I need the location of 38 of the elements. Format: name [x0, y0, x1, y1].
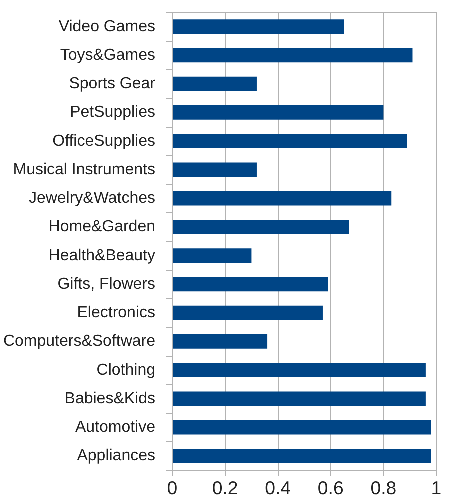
bar [172, 48, 413, 63]
y-tick-label: Health&Beauty [48, 247, 156, 264]
x-tick-label: 0.6 [318, 478, 344, 497]
bar [172, 334, 268, 349]
x-tick-label: 0 [167, 478, 178, 497]
y-tick-label: Clothing [96, 362, 156, 379]
bar [172, 392, 426, 406]
y-tick-label: Gifts, Flowers [58, 276, 156, 293]
bar [172, 449, 432, 464]
y-tick-label: Babies&Kids [64, 390, 156, 408]
x-tick-label: 0.4 [265, 478, 292, 497]
x-tick-label: 0.2 [212, 478, 238, 497]
y-tick-label: Toys&Games [60, 46, 156, 64]
bar [172, 191, 392, 206]
bar [172, 363, 426, 378]
y-tick-label: Home&Garden [48, 218, 156, 236]
bar [172, 134, 408, 148]
y-tick-label: OfficeSupplies [52, 132, 156, 150]
bar [172, 162, 257, 178]
x-tick-label: 1 [431, 478, 442, 497]
bar [172, 420, 432, 435]
bar [172, 248, 252, 263]
bar [172, 20, 344, 34]
y-tick-label: Electronics [77, 304, 156, 322]
bar [172, 76, 257, 92]
y-tick-label: Automotive [75, 419, 156, 436]
y-tick-label: Sports Gear [69, 76, 156, 93]
y-tick-label: PetSupplies [70, 104, 156, 122]
y-tick-label: Musical Instruments [13, 161, 156, 178]
y-tick-label: Computers&Software [3, 333, 156, 350]
x-tick-label: 0.8 [370, 478, 397, 497]
y-tick-label: Jewelry&Watches [28, 190, 156, 208]
y-tick-label: Appliances [77, 448, 156, 465]
bar [172, 106, 384, 120]
bar [172, 277, 328, 292]
bar [172, 220, 350, 234]
y-tick-label: Video Games [58, 18, 156, 36]
bar [172, 306, 323, 320]
